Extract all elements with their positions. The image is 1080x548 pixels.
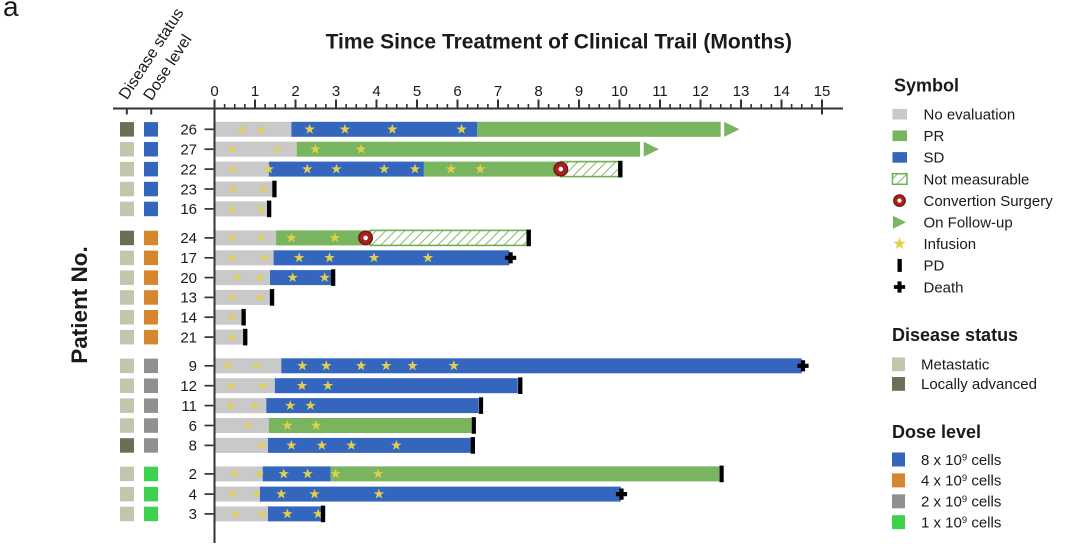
svg-text:11: 11 <box>181 398 197 415</box>
svg-text:SD: SD <box>924 150 945 167</box>
svg-text:27: 27 <box>180 142 197 159</box>
svg-text:Patient No.: Patient No. <box>67 246 92 364</box>
svg-text:14: 14 <box>180 310 197 327</box>
svg-text:Disease status: Disease status <box>892 325 1018 345</box>
svg-text:Time Since Treatment of Clinic: Time Since Treatment of Clinical Trail (… <box>326 31 792 54</box>
svg-text:Dose level: Dose level <box>892 422 981 442</box>
svg-text:Metastatic: Metastatic <box>921 357 990 374</box>
svg-text:Symbol: Symbol <box>894 76 959 96</box>
svg-text:3: 3 <box>332 83 340 100</box>
svg-text:16: 16 <box>180 201 197 218</box>
svg-text:a: a <box>3 0 19 22</box>
svg-text:1 x 109 cells: 1 x 109 cells <box>921 515 1001 532</box>
svg-text:2 x 109 cells: 2 x 109 cells <box>921 494 1001 511</box>
svg-text:6: 6 <box>189 418 197 435</box>
svg-text:4: 4 <box>189 486 197 503</box>
svg-text:10: 10 <box>611 83 628 100</box>
svg-text:2: 2 <box>291 83 299 100</box>
svg-text:14: 14 <box>773 83 790 100</box>
svg-text:0: 0 <box>210 83 218 100</box>
svg-text:17: 17 <box>180 250 197 267</box>
svg-text:6: 6 <box>453 83 461 100</box>
svg-text:2: 2 <box>189 466 197 483</box>
svg-text:PD: PD <box>924 258 945 275</box>
svg-text:7: 7 <box>494 83 502 100</box>
svg-text:22: 22 <box>180 161 197 178</box>
svg-text:Infusion: Infusion <box>924 236 977 253</box>
svg-text:Death: Death <box>924 279 964 296</box>
svg-text:4: 4 <box>372 83 380 100</box>
svg-text:5: 5 <box>413 83 421 100</box>
svg-text:9: 9 <box>575 83 583 100</box>
svg-text:Convertion Surgery: Convertion Surgery <box>924 193 1054 210</box>
svg-text:23: 23 <box>180 181 197 198</box>
svg-text:Not measurable: Not measurable <box>924 171 1030 188</box>
svg-text:13: 13 <box>733 83 750 100</box>
svg-text:21: 21 <box>180 329 197 346</box>
svg-text:26: 26 <box>180 122 197 139</box>
svg-text:12: 12 <box>692 83 709 100</box>
svg-text:No evaluation: No evaluation <box>924 107 1016 124</box>
svg-text:15: 15 <box>814 83 831 100</box>
svg-text:13: 13 <box>180 290 197 307</box>
svg-text:12: 12 <box>180 378 197 395</box>
svg-text:11: 11 <box>652 83 668 100</box>
svg-text:1: 1 <box>251 83 259 100</box>
svg-text:8: 8 <box>189 438 197 455</box>
svg-text:PR: PR <box>924 128 945 145</box>
svg-text:Locally advanced: Locally advanced <box>921 376 1037 393</box>
svg-text:9: 9 <box>189 358 197 375</box>
svg-text:24: 24 <box>180 230 197 247</box>
svg-text:20: 20 <box>180 270 197 287</box>
svg-text:8: 8 <box>534 83 542 100</box>
svg-text:4 x 109 cells: 4 x 109 cells <box>921 473 1001 490</box>
svg-text:On Follow-up: On Follow-up <box>924 215 1013 232</box>
svg-text:8 x 109 cells: 8 x 109 cells <box>921 452 1001 469</box>
svg-text:3: 3 <box>189 506 197 523</box>
